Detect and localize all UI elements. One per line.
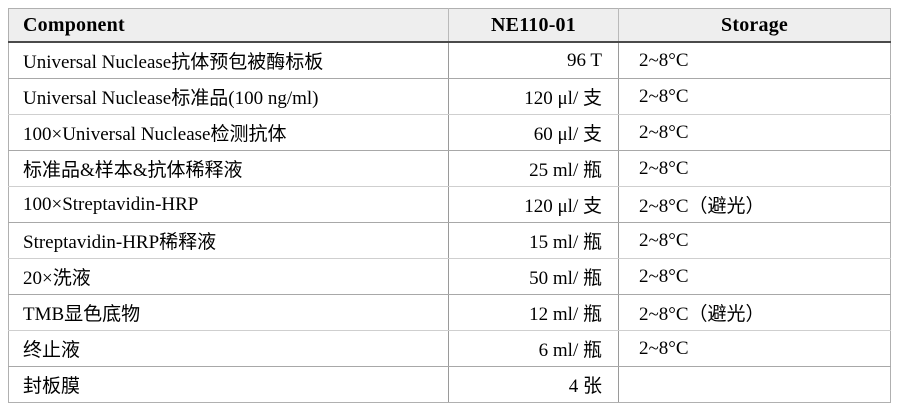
cell-quantity: 60 μl/ 支 <box>448 114 619 151</box>
kit-components-table: Component NE110-01 Storage Universal Nuc… <box>8 8 891 403</box>
table-header-row: Component NE110-01 Storage <box>8 8 891 43</box>
column-header-storage: Storage <box>618 8 891 43</box>
cell-storage: 2~8°C <box>618 78 891 115</box>
cell-storage: 2~8°C <box>618 150 891 187</box>
cell-quantity: 4 张 <box>448 366 619 403</box>
table-row: 标准品&样本&抗体稀释液 25 ml/ 瓶 2~8°C <box>8 150 891 187</box>
table-row: Universal Nuclease抗体预包被酶标板 96 T 2~8°C <box>8 42 891 79</box>
cell-quantity: 96 T <box>448 42 619 79</box>
cell-quantity: 120 μl/ 支 <box>448 186 619 223</box>
cell-quantity: 12 ml/ 瓶 <box>448 294 619 331</box>
cell-storage: 2~8°C <box>618 330 891 367</box>
table-row: Universal Nuclease标准品(100 ng/ml) 120 μl/… <box>8 78 891 115</box>
cell-component: 20×洗液 <box>8 258 449 295</box>
table-row: Streptavidin-HRP稀释液 15 ml/ 瓶 2~8°C <box>8 222 891 259</box>
cell-component: 100×Streptavidin-HRP <box>8 186 449 223</box>
cell-quantity: 25 ml/ 瓶 <box>448 150 619 187</box>
cell-quantity: 120 μl/ 支 <box>448 78 619 115</box>
cell-storage: 2~8°C（避光） <box>618 186 891 223</box>
cell-storage: 2~8°C <box>618 42 891 79</box>
column-header-catalog: NE110-01 <box>448 8 619 43</box>
table-row: 100×Streptavidin-HRP 120 μl/ 支 2~8°C（避光） <box>8 186 891 223</box>
cell-storage: 2~8°C <box>618 114 891 151</box>
table-row: 封板膜 4 张 <box>8 366 891 403</box>
cell-storage: 2~8°C（避光） <box>618 294 891 331</box>
cell-storage: 2~8°C <box>618 222 891 259</box>
cell-component: Universal Nuclease标准品(100 ng/ml) <box>8 78 449 115</box>
column-header-component: Component <box>8 8 449 43</box>
cell-component: 100×Universal Nuclease检测抗体 <box>8 114 449 151</box>
table-row: 终止液 6 ml/ 瓶 2~8°C <box>8 330 891 367</box>
cell-component: Universal Nuclease抗体预包被酶标板 <box>8 42 449 79</box>
cell-component: Streptavidin-HRP稀释液 <box>8 222 449 259</box>
cell-component: 终止液 <box>8 330 449 367</box>
table-body: Universal Nuclease抗体预包被酶标板 96 T 2~8°C Un… <box>8 42 891 403</box>
cell-quantity: 50 ml/ 瓶 <box>448 258 619 295</box>
cell-storage <box>618 366 891 403</box>
cell-quantity: 15 ml/ 瓶 <box>448 222 619 259</box>
table-row: 100×Universal Nuclease检测抗体 60 μl/ 支 2~8°… <box>8 114 891 151</box>
cell-component: TMB显色底物 <box>8 294 449 331</box>
cell-component: 封板膜 <box>8 366 449 403</box>
table-header: Component NE110-01 Storage <box>8 8 891 43</box>
table-row: 20×洗液 50 ml/ 瓶 2~8°C <box>8 258 891 295</box>
cell-quantity: 6 ml/ 瓶 <box>448 330 619 367</box>
cell-component: 标准品&样本&抗体稀释液 <box>8 150 449 187</box>
cell-storage: 2~8°C <box>618 258 891 295</box>
table-row: TMB显色底物 12 ml/ 瓶 2~8°C（避光） <box>8 294 891 331</box>
